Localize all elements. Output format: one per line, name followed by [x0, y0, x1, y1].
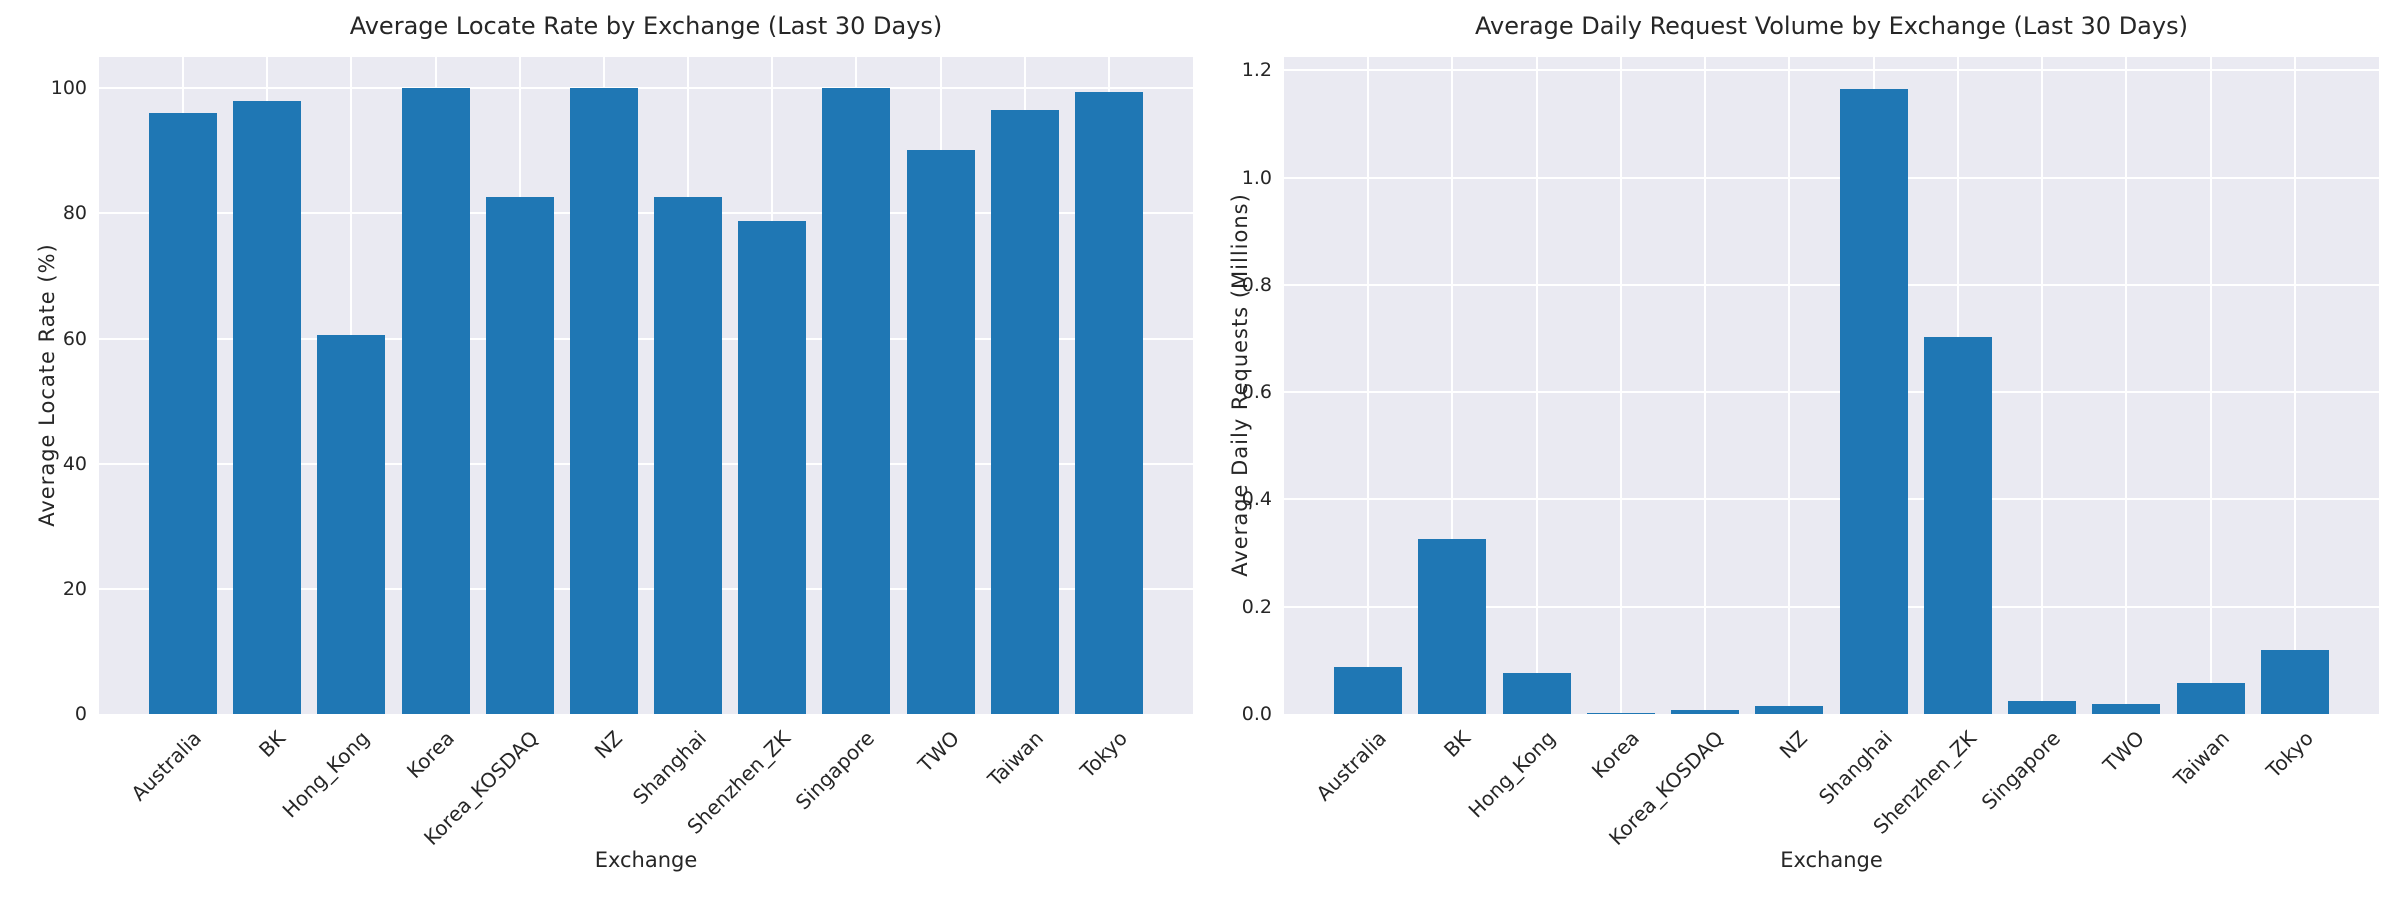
x-tick-label-BK: BK: [254, 726, 291, 762]
y-tick-label: 0.2: [1241, 595, 1272, 618]
bar-Korea_KOSDAQ: [486, 197, 554, 714]
y-tick-label: 0: [74, 703, 87, 725]
chart-title: Average Daily Request Volume by Exchange…: [1475, 12, 2188, 40]
x-gridline: [2209, 57, 2212, 714]
x-tick-label-Korea: Korea: [401, 726, 459, 784]
x-tick-label-NZ: NZ: [589, 726, 627, 764]
bar-Australia: [149, 113, 217, 714]
y-gridline: [1284, 498, 2379, 501]
y-tick-label: 100: [50, 77, 87, 100]
y-gridline: [1284, 176, 2379, 179]
x-tick-label-TWO: TWO: [2098, 726, 2150, 777]
y-tick-label: 0.8: [1241, 273, 1272, 296]
x-gridline: [2041, 57, 2044, 714]
bar-Singapore: [822, 88, 890, 714]
x-tick-label-Australia: Australia: [126, 726, 207, 806]
y-gridline: [99, 587, 1193, 590]
x-tick-label-Australia: Australia: [1311, 726, 1392, 806]
x-axis-label: Exchange: [1780, 848, 1883, 872]
bar-Shenzhen_ZK: [1924, 337, 1992, 714]
y-tick-label: 0.0: [1241, 703, 1272, 725]
bar-NZ: [570, 88, 638, 714]
y-tick-label: 0.6: [1241, 381, 1272, 404]
chart-title: Average Locate Rate by Exchange (Last 30…: [349, 12, 943, 40]
y-gridline: [99, 337, 1193, 340]
x-gridline: [1619, 57, 1622, 714]
plot-area: [99, 57, 1193, 714]
bar-Taiwan: [991, 110, 1059, 714]
x-gridline: [1704, 57, 1707, 714]
x-gridline: [1788, 57, 1791, 714]
bar-Shenzhen_ZK: [738, 221, 806, 714]
bar-Tokyo: [1075, 92, 1143, 714]
bar-TWO: [907, 150, 975, 714]
x-gridline: [1367, 57, 1370, 714]
bar-BK: [233, 101, 301, 714]
x-gridline: [2125, 57, 2128, 714]
y-tick-label: 80: [62, 202, 87, 225]
bar-Hong_Kong: [1503, 673, 1571, 714]
y-gridline: [99, 462, 1193, 465]
y-tick-label: 40: [62, 452, 87, 475]
y-tick-label: 1.0: [1241, 166, 1272, 189]
bar-Shanghai: [654, 197, 722, 714]
bar-Korea: [1587, 713, 1655, 714]
x-tick-label-Taiwan: Taiwan: [2168, 726, 2234, 792]
y-gridline: [1284, 391, 2379, 394]
y-axis-label: Average Locate Rate (%): [35, 243, 59, 527]
y-gridline: [99, 212, 1193, 215]
chart-panel-locate-rate: Average Locate Rate by Exchange (Last 30…: [35, 12, 1193, 872]
x-tick-label-Tokyo: Tokyo: [2261, 726, 2318, 783]
x-tick-label-Hong_Kong: Hong_Kong: [1463, 726, 1560, 823]
x-tick-label-Hong_Kong: Hong_Kong: [277, 726, 375, 823]
x-gridline: [2293, 57, 2296, 714]
y-tick-label: 0.4: [1241, 488, 1272, 511]
x-gridline: [1451, 57, 1454, 714]
bar-Singapore: [2008, 701, 2076, 714]
x-tick-label-TWO: TWO: [912, 726, 964, 777]
y-tick-label: 20: [62, 577, 87, 600]
x-tick-label-BK: BK: [1439, 726, 1476, 762]
bar-Korea_KOSDAQ: [1671, 710, 1739, 714]
bar-TWO: [2092, 704, 2160, 714]
y-gridline: [1284, 283, 2379, 286]
bar-Tokyo: [2261, 650, 2329, 714]
x-tick-label-Singapore: Singapore: [791, 726, 880, 815]
x-tick-label-Shanghai: Shanghai: [627, 726, 712, 810]
bar-NZ: [1755, 706, 1823, 714]
bar-Hong_Kong: [317, 335, 385, 714]
x-tick-label-NZ: NZ: [1775, 726, 1813, 764]
x-axis-label: Exchange: [594, 848, 698, 872]
y-tick-label: 60: [62, 327, 87, 350]
y-gridline: [1284, 69, 2379, 72]
bar-Australia: [1334, 667, 1402, 714]
y-gridline: [99, 87, 1193, 90]
bar-BK: [1418, 539, 1486, 714]
x-tick-label-Taiwan: Taiwan: [982, 726, 1048, 792]
x-tick-label-Shanghai: Shanghai: [1813, 726, 1897, 810]
plot-area: [1284, 57, 2379, 714]
y-tick-label: 1.2: [1241, 59, 1272, 82]
bar-Taiwan: [2177, 683, 2245, 714]
x-gridline: [1535, 57, 1538, 714]
bar-Shanghai: [1840, 89, 1908, 714]
x-tick-label-Korea: Korea: [1586, 726, 1644, 784]
bar-Korea: [402, 88, 470, 714]
chart-panel-request-volume: Average Daily Request Volume by Exchange…: [1200, 0, 2400, 900]
x-tick-label-Tokyo: Tokyo: [1075, 726, 1132, 783]
y-gridline: [1284, 605, 2379, 608]
x-tick-label-Singapore: Singapore: [1976, 726, 2066, 815]
